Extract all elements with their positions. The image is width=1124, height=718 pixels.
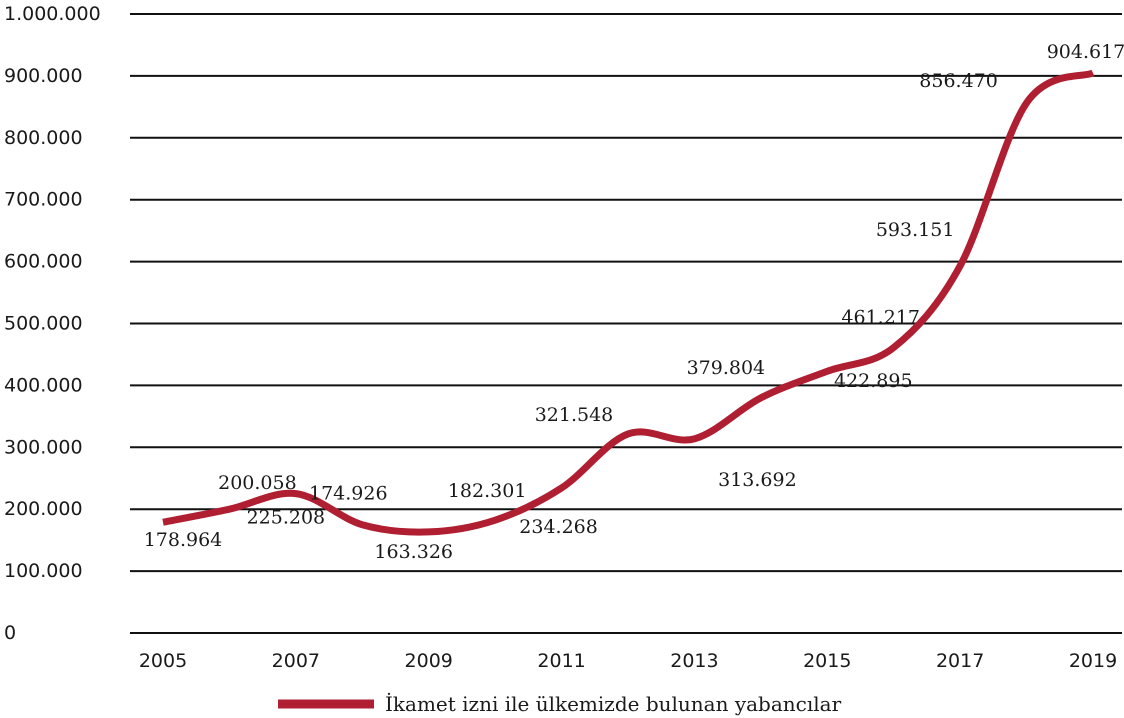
x-axis-ticks: 2005 2007 2009 2011 2013 2015 2017 2019 — [139, 650, 1117, 672]
data-label: 174.926 — [309, 483, 388, 505]
y-tick-label: 500.000 — [4, 313, 83, 335]
y-tick-label: 400.000 — [4, 374, 83, 396]
y-tick-label: 800.000 — [4, 127, 83, 149]
data-label: 904.617 — [1047, 41, 1124, 63]
data-label: 461.217 — [841, 307, 920, 329]
x-tick-label: 2017 — [936, 650, 984, 672]
data-label: 422.895 — [834, 370, 913, 392]
x-tick-label: 2013 — [670, 650, 718, 672]
data-label: 379.804 — [687, 357, 766, 379]
data-label: 178.964 — [144, 529, 223, 551]
data-label: 593.151 — [876, 219, 955, 241]
x-tick-label: 2005 — [139, 650, 187, 672]
y-tick-label: 1.000.000 — [4, 3, 101, 25]
x-tick-label: 2015 — [803, 650, 851, 672]
gridlines — [130, 14, 1122, 633]
x-tick-label: 2019 — [1069, 650, 1117, 672]
y-tick-label: 600.000 — [4, 251, 83, 273]
x-tick-label: 2009 — [405, 650, 453, 672]
data-label: 313.692 — [718, 469, 797, 491]
series-line — [163, 73, 1093, 532]
series-layer — [163, 73, 1093, 532]
data-label: 321.548 — [535, 404, 614, 426]
y-tick-label: 100.000 — [4, 560, 83, 582]
legend: İkamet izni ile ülkemizde bulunan yabanc… — [278, 692, 842, 716]
y-tick-label: 200.000 — [4, 498, 83, 520]
y-tick-label: 900.000 — [4, 65, 83, 87]
x-tick-label: 2011 — [537, 650, 585, 672]
y-axis-ticks: 0 100.000 200.000 300.000 400.000 500.000 600.… — [4, 3, 101, 644]
data-label: 225.208 — [247, 507, 326, 529]
data-label: 182.301 — [448, 480, 527, 502]
data-label: 856.470 — [919, 70, 998, 92]
legend-label: İkamet izni ile ülkemizde bulunan yabanc… — [385, 692, 842, 716]
data-label: 163.326 — [374, 541, 453, 563]
y-tick-label: 700.000 — [4, 189, 83, 211]
x-tick-label: 2007 — [272, 650, 320, 672]
data-label: 200.058 — [218, 472, 297, 494]
y-tick-label: 300.000 — [4, 436, 83, 458]
y-tick-label: 0 — [4, 622, 16, 644]
data-label: 234.268 — [519, 516, 598, 538]
